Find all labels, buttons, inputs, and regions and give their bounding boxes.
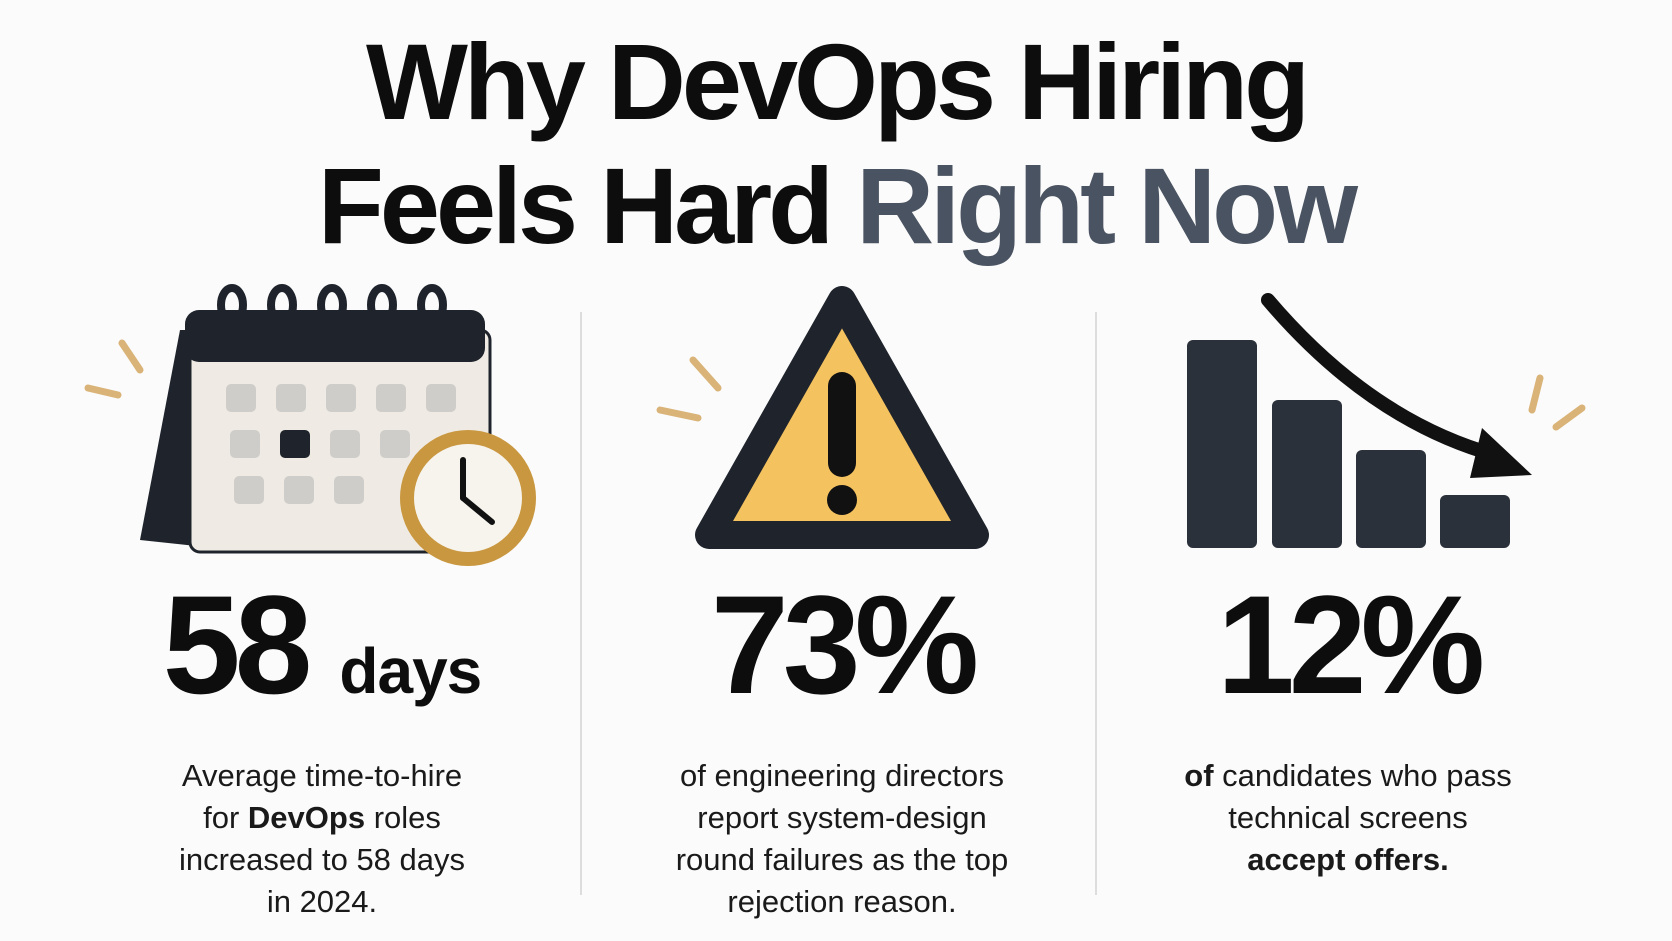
text: increased to 58 days — [178, 842, 466, 877]
title-highlight: Right Now — [856, 145, 1358, 266]
stat-description: of candidates who pass technical screens a… — [1108, 755, 1588, 881]
bold-text: of — [1184, 758, 1214, 793]
stat-value: 73% — [710, 566, 979, 723]
description-line: in 2024. — [82, 881, 562, 923]
text: rejection reason. — [727, 884, 957, 919]
title-line: Feels Hard Right Now — [0, 152, 1672, 260]
declining-bars-icon — [1187, 293, 1586, 548]
text: round failures as the top — [675, 842, 1009, 877]
stat-column: 73% of engineering directors report system… — [602, 575, 1082, 923]
stat-description: of engineering directors report system-de… — [602, 755, 1082, 923]
description-line: round failures as the top — [602, 839, 1082, 881]
stat-value: 12% — [1216, 566, 1485, 723]
bold-text: accept offers. — [1247, 842, 1449, 877]
description-line: report system-design — [602, 797, 1082, 839]
text: candidates who pass — [1213, 758, 1512, 793]
stat-unit: days — [339, 635, 482, 707]
warning-icon — [656, 286, 989, 549]
text: technical screens — [1228, 800, 1468, 835]
stat-figure: 12% — [1108, 575, 1588, 715]
description-line: technical screens — [1108, 797, 1588, 839]
text: for — [203, 800, 248, 835]
description-line: rejection reason. — [602, 881, 1082, 923]
bold-text: DevOps — [247, 800, 366, 835]
description-line: of engineering directors — [602, 755, 1082, 797]
stat-value: 58 — [162, 566, 313, 723]
stat-column: 58 days Average time-to-hire for DevOps ro… — [82, 575, 562, 923]
text: roles — [365, 800, 441, 835]
stat-column: 12% of candidates who pass technical scree… — [1108, 575, 1588, 881]
text: of engineering directors — [680, 758, 1004, 793]
text: Average time-to-hire — [181, 758, 463, 793]
text: in 2024. — [266, 884, 378, 919]
stat-figure: 58 days — [82, 575, 562, 715]
title-line: Why DevOps Hiring — [365, 21, 1310, 142]
description-line: Average time-to-hire — [82, 755, 562, 797]
calendar-icon — [84, 284, 536, 566]
description-line: of candidates who pass — [1108, 755, 1588, 797]
stat-figure: 73% — [602, 575, 1082, 715]
description-line: increased to 58 days — [82, 839, 562, 881]
stat-description: Average time-to-hire for DevOps roles incr… — [82, 755, 562, 923]
description-line: accept offers. — [1108, 839, 1588, 881]
description-line: for DevOps roles — [82, 797, 562, 839]
text: report system-design — [697, 800, 987, 835]
title-text: Feels Hard — [317, 145, 834, 266]
